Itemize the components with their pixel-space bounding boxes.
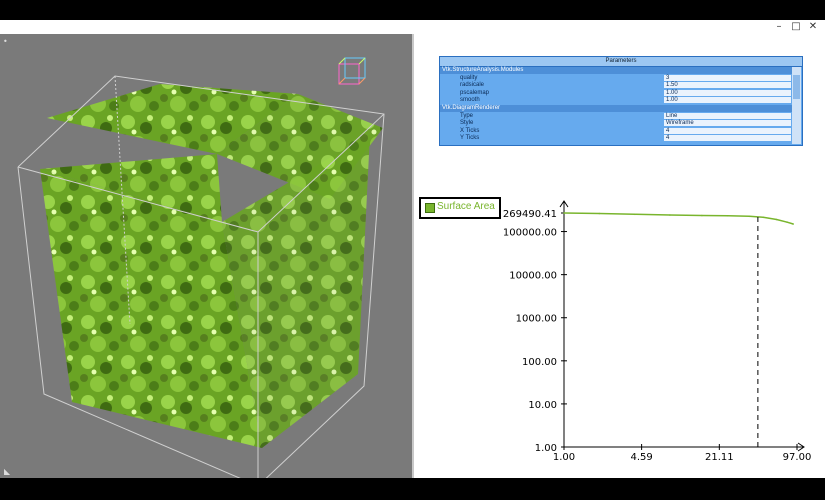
line-chart[interactable]: 1.00 4.59 21.11 97.00 1.00 10.00 100.00 1000.00…: [414, 34, 825, 478]
orientation-cube-icon[interactable]: [338, 57, 366, 85]
data-point: [669, 214, 671, 216]
parameter-key: Y Ticks: [460, 135, 480, 142]
analysis-panel: Parameters Vtk.StructureAnalysis.Modules…: [414, 34, 825, 478]
parameter-value[interactable]: 4: [664, 127, 791, 134]
parameter-group-row[interactable]: Vtk.DiagramRenderer: [440, 105, 792, 112]
parameter-value[interactable]: Wireframe: [664, 120, 791, 127]
parameter-key: pscalemap: [460, 89, 490, 96]
y-tick-label: 1000.00: [516, 314, 557, 325]
x-tick-label: 1.00: [553, 452, 575, 463]
splitter-handle[interactable]: [412, 34, 414, 478]
parameter-row[interactable]: Y Ticks 4: [440, 135, 792, 142]
data-point: [786, 221, 788, 223]
x-tick-label: 4.59: [630, 452, 652, 463]
parameter-value[interactable]: 1.50: [664, 82, 791, 89]
isosurface-render[interactable]: • ◣: [0, 34, 412, 478]
parameter-row[interactable]: smooth 1.00: [440, 97, 792, 104]
parameters-panel: Parameters Vtk.StructureAnalysis.Modules…: [439, 56, 803, 146]
parameter-key: X Ticks: [460, 127, 480, 134]
data-point: [701, 214, 703, 217]
parameter-key: Vtk.StructureAnalysis.Modules: [442, 67, 524, 73]
y-tick-label: 10000.00: [509, 271, 557, 282]
data-point: [727, 215, 729, 217]
cube-upper-face: [40, 154, 222, 222]
x-tick-label: 97.00: [783, 452, 812, 463]
x-axis-arrow: [797, 442, 805, 452]
legend-swatch: [425, 203, 435, 213]
parameter-value[interactable]: 1.00: [664, 89, 791, 96]
corner-marker-bottom: ◣: [4, 467, 11, 476]
x-tick-label: 21.11: [705, 452, 734, 463]
application-window: – □ ✕: [0, 20, 825, 478]
data-point: [762, 216, 764, 219]
cube-right-face: [222, 134, 370, 448]
parameter-key: radsicale: [460, 82, 485, 89]
parameter-row[interactable]: X Ticks 4: [440, 127, 792, 135]
data-point: [633, 213, 636, 216]
legend-label: Surface Area: [437, 201, 495, 212]
parameter-key: quality: [460, 74, 478, 81]
y-tick-label: 10.00: [528, 400, 557, 411]
series-line-surface-area: [563, 212, 794, 225]
chart-series: [563, 212, 794, 447]
y-tick-label: 100000.00: [503, 228, 557, 239]
data-point: [775, 218, 778, 221]
3d-viewport[interactable]: • ◣: [0, 34, 412, 478]
parameter-value[interactable]: 4: [664, 135, 791, 142]
parameter-value[interactable]: Line: [664, 112, 791, 119]
chart-ticks: 1.00 4.59 21.11 97.00 1.00 10.00 100.00 1000.00…: [503, 209, 811, 463]
parameter-value[interactable]: 1.00: [664, 97, 791, 104]
parameter-key: Vtk.DiagramRenderer: [442, 105, 501, 111]
parameters-scrollbar[interactable]: [792, 67, 801, 144]
corner-marker-top: •: [3, 37, 8, 46]
chart-axes: [559, 200, 805, 452]
y-tick-label: 1.00: [535, 443, 557, 454]
close-button[interactable]: ✕: [808, 21, 818, 32]
parameter-key: Style: [460, 120, 474, 127]
parameter-value[interactable]: 3: [664, 74, 791, 81]
title-bar: – □ ✕: [0, 20, 825, 35]
minimize-button[interactable]: –: [776, 21, 782, 32]
y-axis-arrow: [559, 200, 569, 208]
data-point: [748, 215, 751, 218]
parameter-row[interactable]: Type Line: [440, 112, 792, 120]
data-point: [598, 212, 601, 215]
parameter-row[interactable]: Style Wireframe: [440, 120, 792, 127]
parameter-key: Type: [460, 112, 474, 119]
data-point: [563, 212, 565, 214]
parameter-group-row[interactable]: Vtk.StructureAnalysis.Modules: [440, 67, 792, 74]
bounding-box: [17, 75, 385, 478]
y-tick-label: 100.00: [522, 357, 557, 368]
data-point: [792, 223, 794, 225]
maximize-button[interactable]: □: [791, 21, 801, 32]
parameter-row[interactable]: pscalemap 1.00: [440, 89, 792, 97]
parameters-title: Parameters: [440, 57, 802, 67]
y-tick-label: 269490.41: [503, 209, 557, 220]
scrollbar-thumb[interactable]: [793, 75, 800, 99]
chart-legend[interactable]: Surface Area: [419, 197, 501, 219]
cube-top-face: [47, 84, 298, 154]
parameter-row[interactable]: radsicale 1.50: [440, 82, 792, 89]
parameter-key: smooth: [460, 97, 480, 104]
parameter-row[interactable]: quality 3: [440, 74, 792, 82]
cube-front-face: [40, 169, 262, 448]
